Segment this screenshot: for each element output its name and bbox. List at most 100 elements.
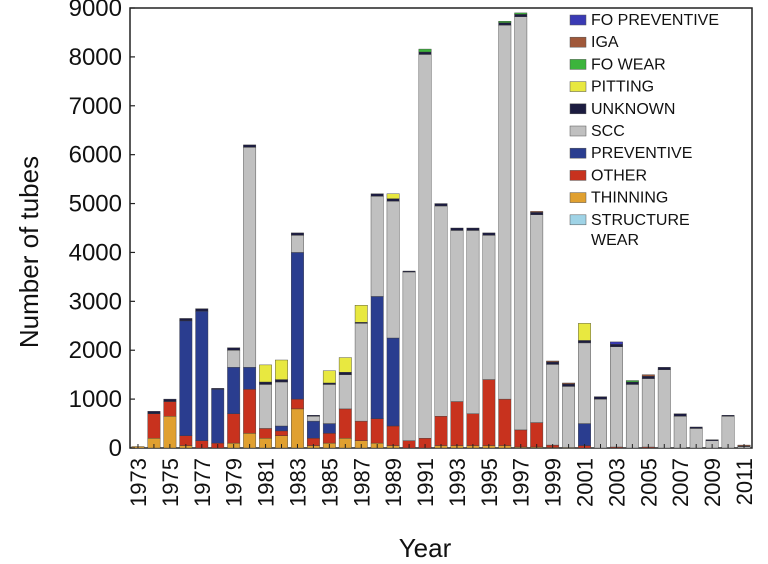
- bar-segment-2004-fo-wear: [625, 380, 639, 383]
- bar-segment-2007-unknown: [673, 413, 687, 417]
- bar-segment-1993-scc: [450, 230, 464, 402]
- x-tick-label: 1973: [126, 458, 151, 507]
- bar-segment-1988-preventive: [370, 296, 384, 419]
- bar-segment-1980-scc: [243, 147, 257, 368]
- bar-segment-1987-other: [354, 420, 368, 441]
- bar-segment-1985-pitting: [322, 370, 336, 384]
- bar-segment-1979-unknown: [227, 347, 241, 351]
- x-tick-label: 1975: [158, 458, 183, 507]
- bar-segment-1989-other: [386, 425, 400, 446]
- bar-segment-1983-preventive: [291, 252, 304, 400]
- bar-segment-1986-scc: [338, 374, 352, 410]
- bar-segment-1999-iga: [546, 360, 560, 363]
- y-tick-label: 5000: [69, 191, 122, 218]
- legend: FO PREVENTIVE IGA FO WEAR PITTING UNKNOWN SCC…: [569, 12, 719, 249]
- bar-segment-1991-unknown: [418, 51, 432, 55]
- bar-segment-1996-scc: [498, 24, 512, 400]
- bar-segment-1978-preventive: [211, 389, 225, 444]
- x-tick-label: 2011: [732, 458, 757, 505]
- bar-segment-1988-scc: [370, 196, 384, 297]
- legend-label: STRUCTURE: [591, 212, 690, 229]
- bar-segment-2000-scc: [562, 386, 576, 448]
- bar-segment-1980-preventive: [243, 367, 257, 390]
- bar-segment-1984-preventive: [306, 420, 320, 439]
- x-tick-label: 2007: [668, 458, 693, 507]
- x-tick-label: 2001: [573, 458, 598, 507]
- x-tick-label: 1977: [190, 458, 215, 507]
- bar-segment-1986-pitting: [338, 357, 352, 373]
- legend-swatch: [569, 81, 587, 92]
- bar-segment-1997-fo-wear: [514, 12, 528, 15]
- bar-segment-1974-unknown: [147, 411, 161, 414]
- bar-segment-1984-unknown: [306, 415, 320, 417]
- y-axis: 0 1000 2000 3000 4000 5000 6000 7000 8000 9000: [69, 0, 135, 462]
- bar-segment-1998-unknown: [530, 212, 544, 216]
- bar-segment-1978-unknown: [211, 388, 225, 390]
- bar-segment-1994-scc: [466, 230, 480, 414]
- bar-segment-1983-unknown: [291, 232, 304, 236]
- bar-segment-1990-scc: [402, 271, 416, 441]
- y-tick-label: 2000: [69, 337, 122, 364]
- x-tick-label: 1987: [349, 458, 374, 507]
- bar-segment-2002-scc: [594, 398, 607, 449]
- bar-segment-1985-unknown: [322, 382, 336, 385]
- legend-label: IGA: [591, 34, 619, 51]
- bar-segment-1980-other: [243, 389, 257, 434]
- bar-segment-1984-scc: [306, 416, 320, 422]
- bar-segment-1996-other: [498, 398, 512, 446]
- x-tick-label: 1999: [541, 458, 566, 507]
- y-tick-label: 1000: [69, 386, 122, 413]
- bar-segment-2003-unknown: [610, 344, 623, 347]
- bar-segment-1981-other: [259, 428, 272, 439]
- bar-segment-1979-other: [227, 413, 241, 444]
- bar-segment-2002-unknown: [594, 396, 607, 400]
- bar-segment-1987-scc: [354, 323, 368, 422]
- y-tick-label: 9000: [69, 0, 122, 22]
- bar-segment-1991-fo-wear: [418, 48, 432, 53]
- bar-segment-1997-unknown: [514, 14, 528, 17]
- bar-segment-1977-unknown: [195, 308, 209, 312]
- y-axis-label: Number of tubes: [14, 156, 44, 348]
- x-tick-label: 2005: [636, 458, 661, 507]
- bar-segment-2006-unknown: [657, 367, 671, 370]
- legend-label: OTHER: [591, 167, 647, 184]
- bar-segment-1975-thinning: [163, 416, 177, 449]
- bar-segment-1982-scc: [275, 381, 288, 427]
- bar-segment-1981-scc: [259, 384, 272, 429]
- bar-segment-1983-thinning: [291, 408, 304, 449]
- legend-swatch: [569, 192, 587, 203]
- legend-swatch: [569, 59, 587, 70]
- bar-segment-1991-scc: [418, 54, 432, 439]
- bar-segment-2005-iga: [641, 374, 655, 377]
- x-tick-label: 1979: [222, 458, 247, 507]
- bar-segment-2005-scc: [641, 378, 655, 448]
- bar-segment-1979-scc: [227, 350, 241, 368]
- bar-segment-1989-unknown: [386, 198, 400, 202]
- x-tick-label: 1997: [509, 458, 534, 507]
- bar-segment-1980-unknown: [243, 144, 257, 148]
- bar-segment-1992-unknown: [434, 203, 448, 207]
- legend-label: UNKNOWN: [591, 101, 675, 118]
- legend-swatch: [569, 125, 587, 137]
- legend-label: THINNING: [591, 190, 668, 207]
- bar-segment-2001-pitting: [578, 323, 591, 341]
- bar-segment-2005-unknown: [641, 375, 655, 379]
- y-tick-label: 6000: [69, 142, 122, 169]
- x-tick-label: 1983: [285, 458, 310, 507]
- bar-segment-2009-unknown: [705, 439, 719, 441]
- bar-segment-1998-other: [530, 422, 544, 448]
- legend-label: FO WEAR: [591, 56, 666, 73]
- bar-segment-2000-iga: [562, 382, 576, 385]
- y-tick-label: 8000: [69, 44, 122, 71]
- y-tick-label: 3000: [69, 288, 122, 315]
- bar-segment-1994-unknown: [466, 227, 480, 231]
- bar-segment-1994-other: [466, 413, 480, 446]
- bar-segment-1989-scc: [386, 200, 400, 339]
- bar-segment-1982-pitting: [275, 359, 288, 380]
- bar-segment-1999-unknown: [546, 361, 560, 365]
- bar-segment-1993-other: [450, 401, 464, 446]
- bar-segment-2004-scc: [625, 384, 639, 449]
- bar-segment-1996-unknown: [498, 22, 512, 26]
- bar-segment-1989-preventive: [386, 337, 400, 427]
- bar-segment-2010-unknown: [721, 415, 735, 417]
